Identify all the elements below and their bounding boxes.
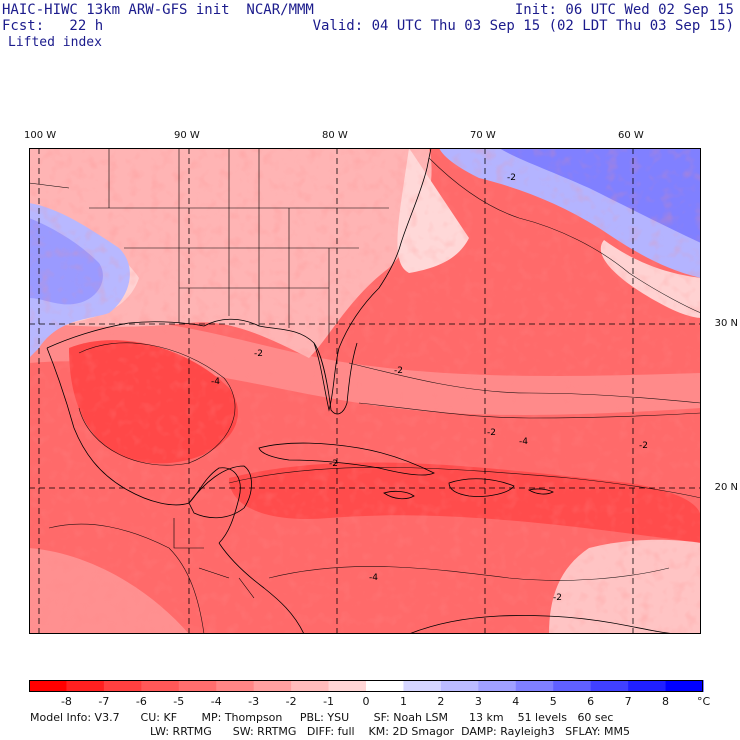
- us-gulf-coast: [46, 148, 432, 412]
- legend-tick-label: 2: [437, 695, 444, 708]
- legend-swatch: [216, 680, 255, 692]
- field-texture: [29, 148, 701, 634]
- legend-swatches: [29, 680, 704, 692]
- legend-tick-label: 5: [550, 695, 557, 708]
- legend-tick-label: -2: [286, 695, 297, 708]
- contour-west: [48, 523, 205, 634]
- lon-label-90w: 90 W: [174, 130, 200, 141]
- header-left-line2: Fcst: 22 h: [2, 18, 104, 34]
- legend-swatch: [253, 680, 292, 692]
- legend-ticks: -8 -7 -6 -5 -4 -3 -2 -1 0 1 2 3 4 5 6 7 8: [61, 695, 669, 708]
- contours: [48, 157, 701, 634]
- puerto-rico-outline: [527, 488, 554, 495]
- contour-atlantic-band: [348, 362, 701, 404]
- legend-tick-label: 6: [587, 695, 594, 708]
- legend-tick-label: -6: [136, 695, 147, 708]
- color-legend: -8 -7 -6 -5 -4 -3 -2 -1 0 1 2 3 4 5 6 7 8 °C: [29, 680, 711, 708]
- legend-swatch: [328, 680, 367, 692]
- legend-swatch: [291, 680, 330, 692]
- contour-labels: -2 -2 -2 -2 -4 -2 -4 -2 -4 -2: [211, 173, 648, 603]
- contour-south: [268, 566, 670, 581]
- legend-swatch: [66, 680, 105, 692]
- coastlines: [29, 148, 680, 634]
- contour-label: -2: [507, 173, 516, 183]
- legend-swatch: [478, 680, 517, 692]
- legend-swatch: [440, 680, 479, 692]
- model-info-line2: LW: RRTMG SW: RRTMG DIFF: full KM: 2D Sm…: [150, 725, 630, 738]
- south-america-coast: [408, 615, 680, 634]
- legend-tick-label: 8: [662, 695, 669, 708]
- legend-tick-label: -8: [61, 695, 72, 708]
- contour-label: -2: [487, 428, 496, 438]
- legend-swatch: [103, 680, 142, 692]
- mexico-borders: [29, 182, 255, 599]
- contour-label: -2: [254, 349, 263, 359]
- contour-gulf: [78, 342, 236, 466]
- contour-atlantic-band2: [358, 402, 701, 419]
- contour-label: -2: [639, 441, 648, 451]
- legend-frame: [29, 680, 703, 692]
- contour-label: -4: [369, 573, 378, 583]
- legend-tick-label: -7: [98, 695, 109, 708]
- contour-label: -4: [519, 437, 528, 447]
- legend-tick-label: -1: [323, 695, 334, 708]
- cuba-outline: [258, 442, 435, 476]
- legend-swatch: [141, 680, 180, 692]
- state-borders: [89, 148, 389, 343]
- contour-caribbean: [228, 467, 701, 499]
- legend-unit: °C: [697, 695, 711, 708]
- legend-tick-label: -5: [173, 695, 184, 708]
- legend-swatch: [665, 680, 704, 692]
- contour-label: -2: [394, 366, 403, 376]
- header-right-line1: Init: 06 UTC Wed 02 Sep 15: [514, 2, 734, 18]
- legend-swatch: [553, 680, 592, 692]
- legend-tick-label: 0: [363, 695, 370, 708]
- legend-swatch: [403, 680, 442, 692]
- hispaniola-outline: [448, 478, 515, 497]
- lon-label-70w: 70 W: [470, 130, 496, 141]
- legend-swatch: [366, 680, 404, 692]
- field-name: Lifted index: [8, 35, 102, 50]
- lon-label-100w: 100 W: [24, 130, 57, 141]
- legend-swatch: [178, 680, 217, 692]
- lon-label-80w: 80 W: [322, 130, 348, 141]
- legend-swatch: [515, 680, 554, 692]
- legend-tick-label: 1: [400, 695, 407, 708]
- lon-label-60w: 60 W: [618, 130, 644, 141]
- contour-label: -2: [329, 459, 338, 469]
- legend-swatch: [590, 680, 629, 692]
- grid-lines: [29, 148, 701, 634]
- legend-tick-label: -3: [248, 695, 259, 708]
- central-america-coast: [218, 542, 305, 634]
- contour-label: -4: [211, 377, 220, 387]
- map-frame: [29, 148, 701, 634]
- legend-tick-label: 4: [512, 695, 519, 708]
- header-left-line1: HAIC-HIWC 13km ARW-GFS init NCAR/MMM: [2, 2, 314, 18]
- legend-tick-label: 3: [475, 695, 482, 708]
- yucatan-outline: [188, 465, 252, 519]
- florida-outline: [313, 342, 358, 415]
- lat-label-20n: 20 N: [714, 482, 738, 493]
- contour-label: -2: [553, 593, 562, 603]
- legend-swatch: [29, 680, 67, 692]
- legend-tick-label: 7: [625, 695, 632, 708]
- lifted-index-map: -2 -2 -2 -2 -4 -2 -4 -2 -4 -2: [29, 148, 701, 634]
- jamaica-outline: [383, 490, 415, 500]
- header-right-line2: Valid: 04 UTC Thu 03 Sep 15 (02 LDT Thu …: [312, 18, 734, 34]
- legend-swatch: [628, 680, 667, 692]
- legend-tick-label: -4: [211, 695, 222, 708]
- contour-atlantic-north: [428, 157, 701, 314]
- lat-label-30n: 30 N: [714, 318, 738, 329]
- mexico-gulf-coast: [46, 347, 241, 544]
- model-info-line1: Model Info: V3.7 CU: KF MP: Thompson PBL…: [30, 711, 614, 724]
